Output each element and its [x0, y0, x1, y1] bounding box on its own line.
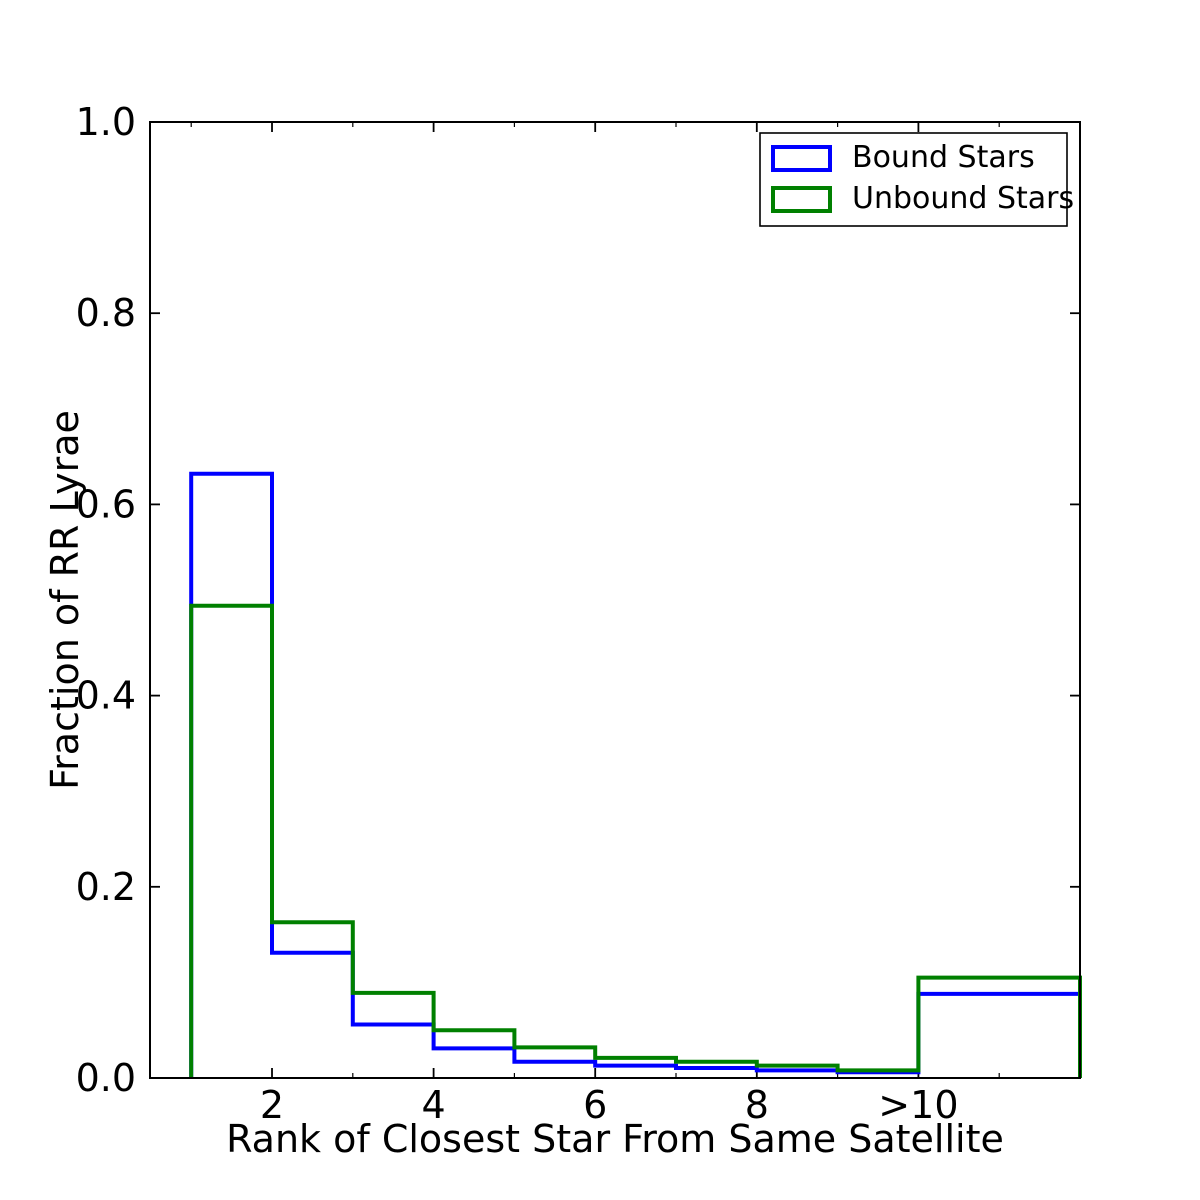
x-tick-label-8: 8 [745, 1083, 769, 1127]
x-tick-label-4: 4 [422, 1083, 446, 1127]
legend-label-bound: Bound Stars [852, 140, 1035, 175]
axes-border [149, 121, 1081, 1079]
y-tick-label-0.6: 0.6 [76, 482, 136, 526]
y-tick-label-0.0: 0.0 [76, 1056, 136, 1100]
legend-swatch-bound-icon [771, 145, 832, 172]
legend-swatch-unbound-icon [771, 186, 832, 213]
x-tick-label-6: 6 [583, 1083, 607, 1127]
unbound-stars-step-path [189, 603, 1082, 1078]
tick-labels: 2 4 6 8 >10 0.0 0.2 0.4 0.6 0.8 1.0 [76, 100, 959, 1127]
y-tick-label-0.2: 0.2 [76, 865, 136, 909]
x-axis-label: Rank of Closest Star From Same Satellite [226, 1117, 1004, 1161]
y-axis-label: Fraction of RR Lyrae [43, 410, 87, 790]
histogram-series [189, 471, 1082, 1078]
bound-stars-step-path [189, 471, 1082, 1078]
x-tick-label->10: >10 [878, 1083, 958, 1127]
legend: Bound Stars Unbound Stars [759, 132, 1074, 227]
y-tick-label-0.4: 0.4 [76, 674, 136, 718]
y-tick-label-1.0: 1.0 [76, 100, 136, 144]
x-tick-label-2: 2 [260, 1083, 284, 1127]
y-tick-label-0.8: 0.8 [76, 291, 136, 335]
legend-label-unbound: Unbound Stars [852, 181, 1074, 216]
tick-marks [150, 121, 1080, 1079]
